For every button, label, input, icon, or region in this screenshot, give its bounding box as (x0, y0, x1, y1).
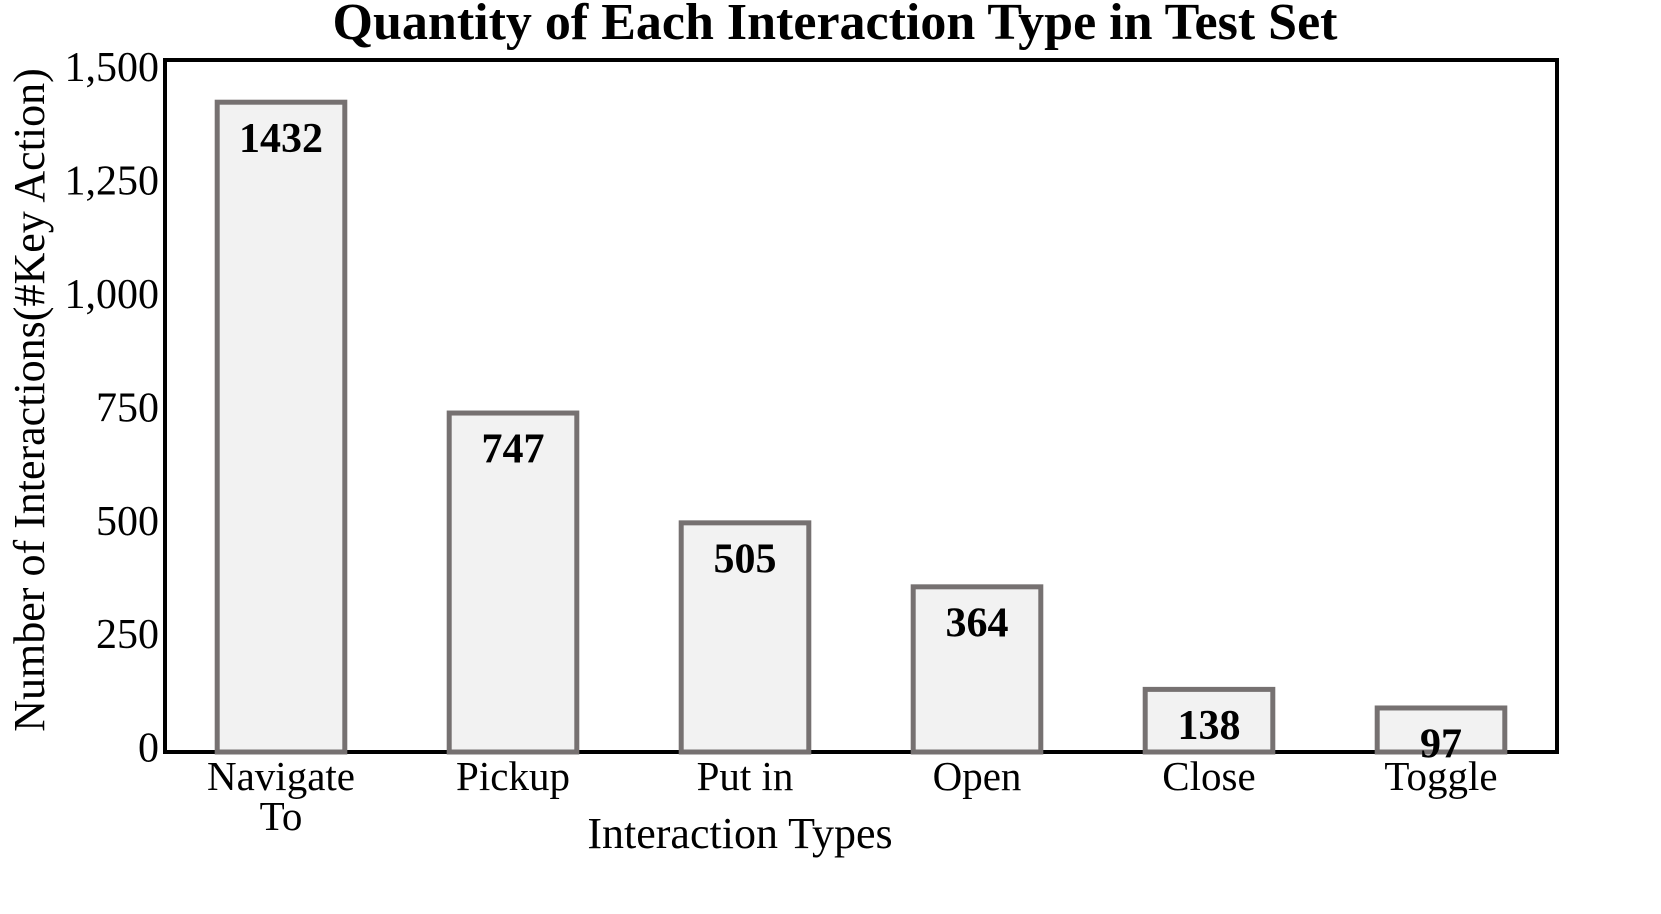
x-tick-label: Navigate To (207, 753, 355, 839)
x-tick-label: Close (1162, 753, 1256, 799)
value-label: 505 (714, 536, 777, 582)
bar (678, 520, 812, 755)
x-axis-label: Interaction Types (587, 809, 892, 858)
y-axis-label: Number of Interactions(#Key Action) (5, 68, 54, 731)
y-tick-label: 1,250 (65, 158, 160, 204)
bar (1142, 686, 1276, 755)
x-tick-label: Toggle (1384, 753, 1498, 799)
plot-frame (163, 58, 1559, 754)
y-tick-label: 1,500 (65, 45, 160, 91)
y-tick-label: 0 (138, 726, 159, 772)
y-tick-label: 250 (96, 612, 159, 658)
bar (446, 410, 580, 755)
chart-title: Quantity of Each Interaction Type in Tes… (333, 0, 1339, 51)
value-label: 1432 (239, 116, 323, 162)
bar (1374, 705, 1508, 755)
value-label: 97 (1420, 722, 1462, 768)
x-tick-label: Pickup (456, 753, 570, 799)
y-tick-label: 1,000 (65, 272, 160, 318)
value-label: 747 (482, 427, 545, 473)
value-label: 138 (1178, 703, 1241, 749)
x-tick-label: Put in (696, 753, 794, 799)
y-tick-label: 750 (96, 385, 159, 431)
value-label: 364 (946, 600, 1009, 646)
y-tick-label: 500 (96, 499, 159, 545)
bar (910, 584, 1044, 755)
x-tick-label: Open (932, 753, 1022, 799)
bar (214, 99, 348, 755)
